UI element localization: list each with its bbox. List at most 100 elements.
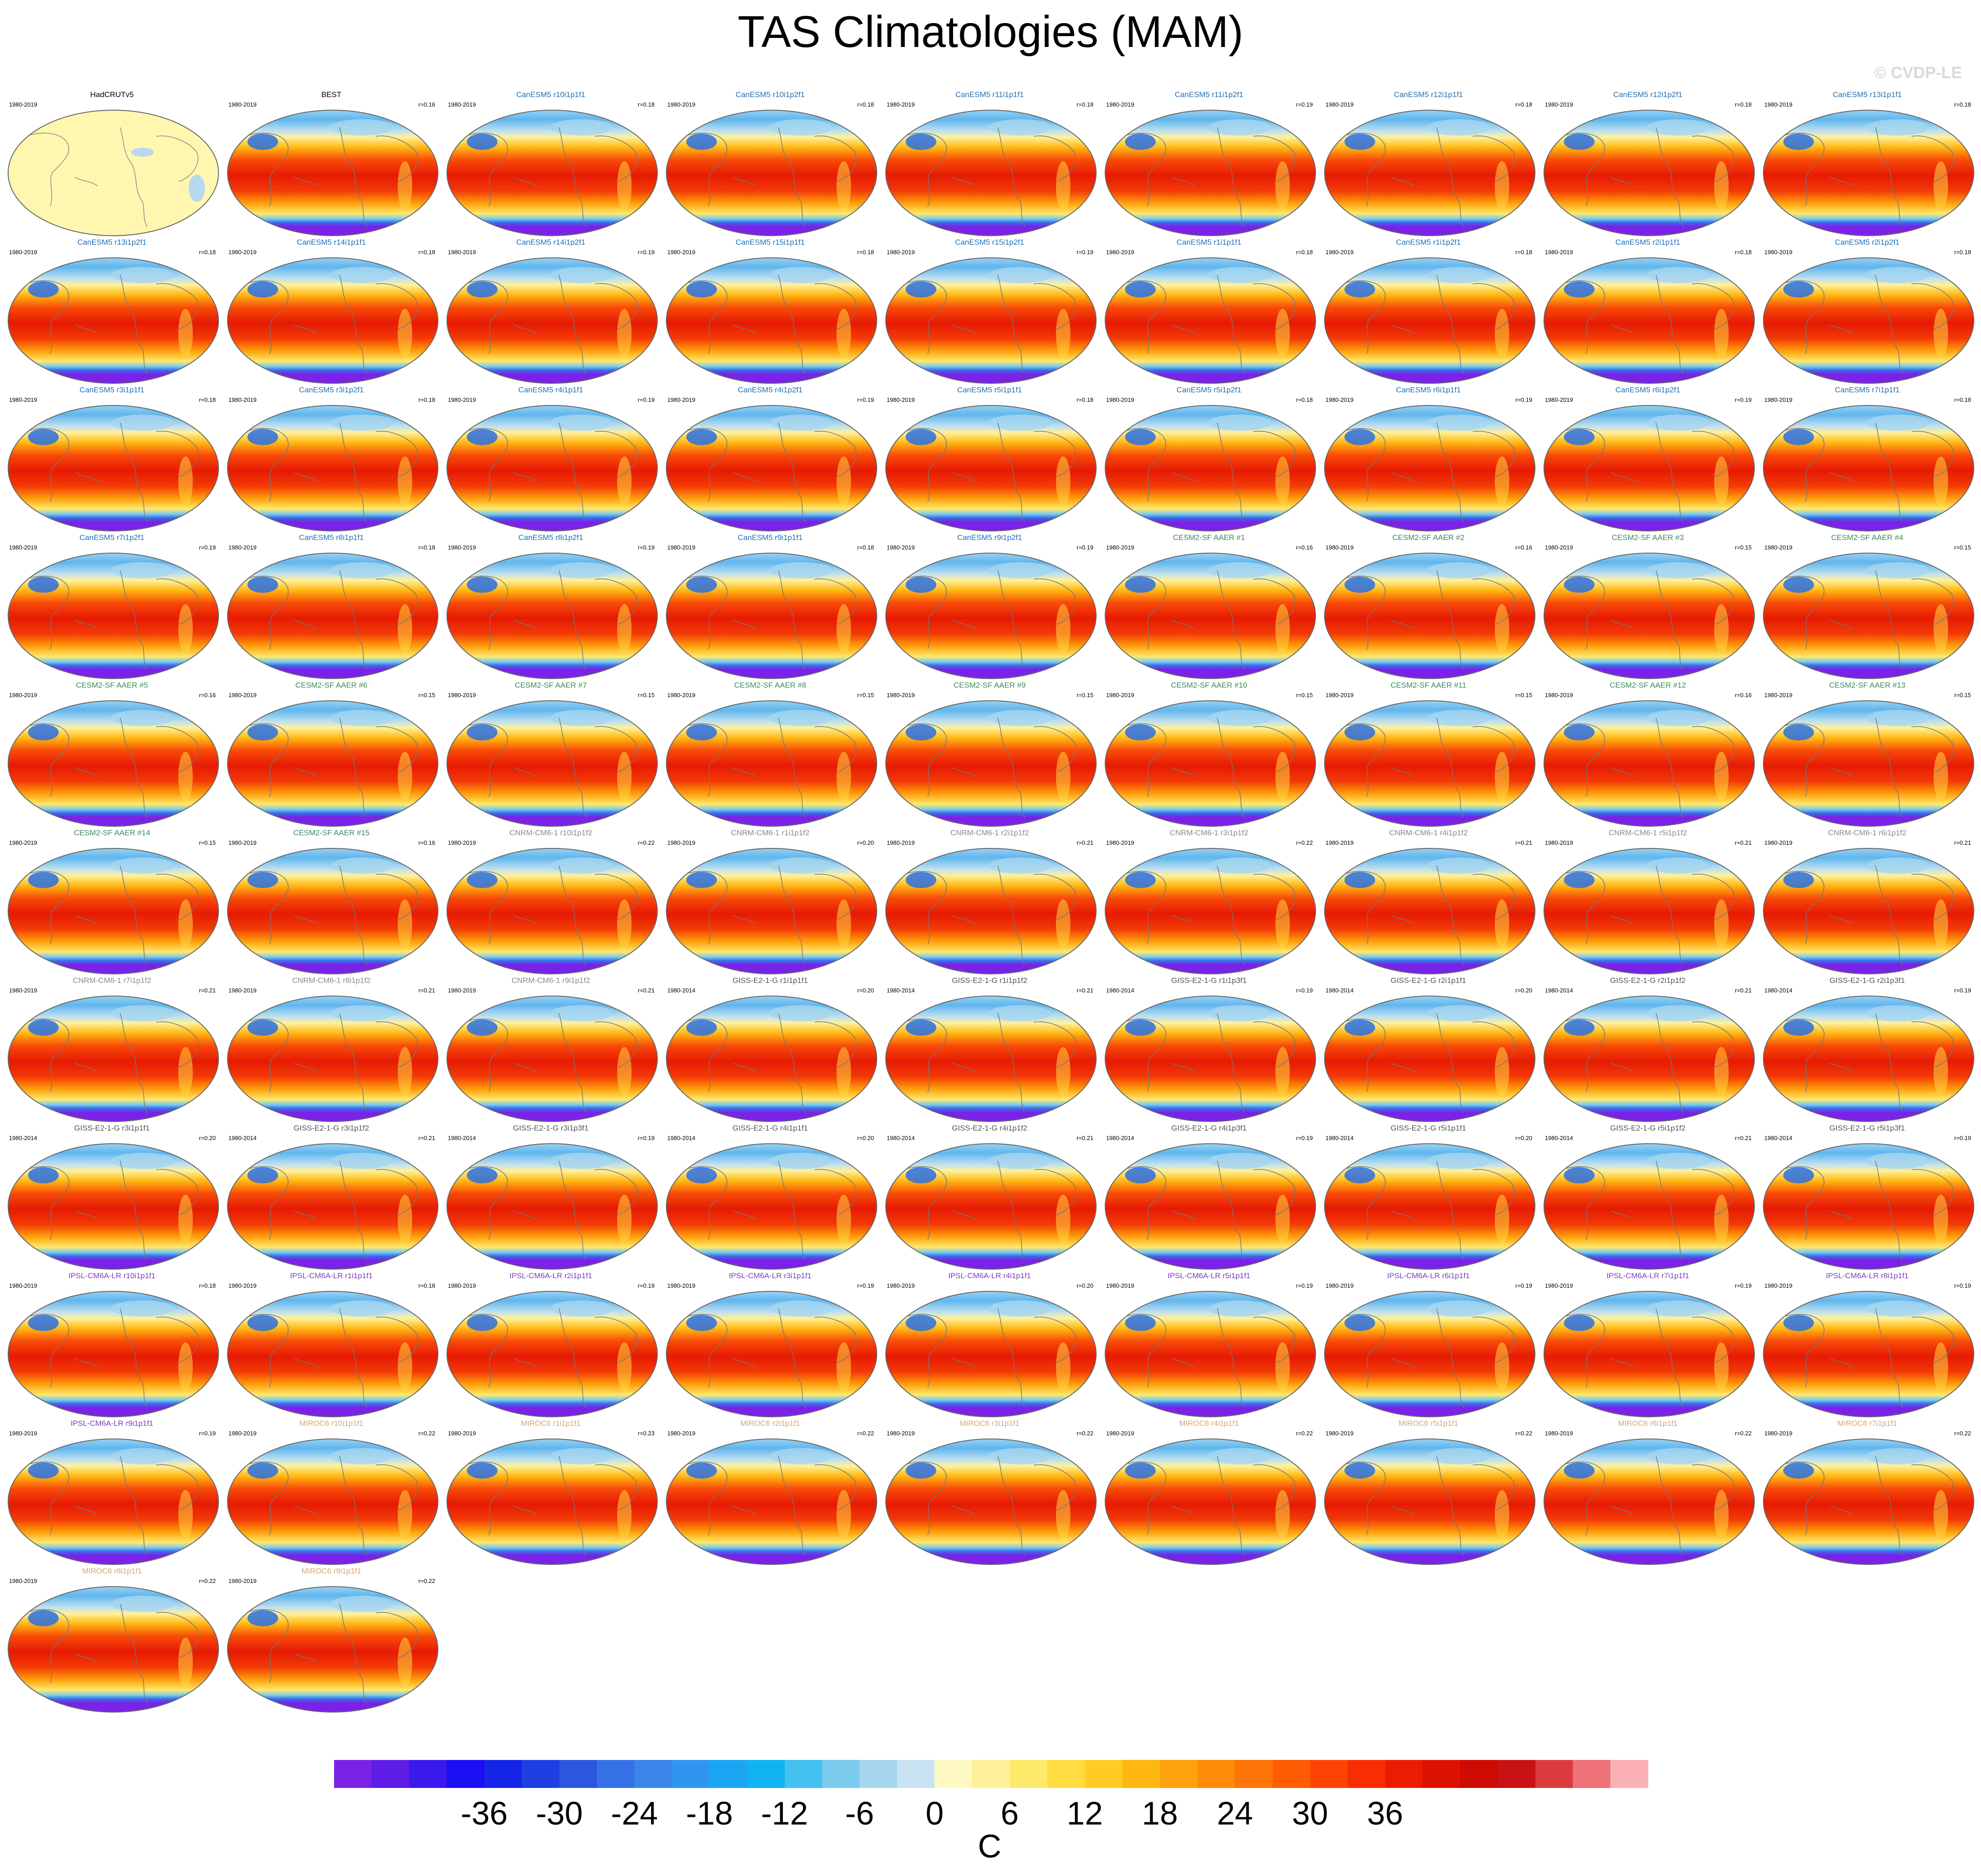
- tas-map: [1544, 405, 1755, 531]
- panel-correlation: r=0.18: [199, 1282, 216, 1289]
- panel-years: 1980-2019: [448, 839, 476, 846]
- map-panel: CESM2-SF AAER #13 1980-2019 r=0.15: [1758, 681, 1976, 830]
- panel-years: 1980-2019: [448, 396, 476, 403]
- tas-map: [1105, 700, 1316, 827]
- tas-map: [227, 405, 438, 531]
- colorbar-box: [747, 1760, 785, 1788]
- panel-title: CanESM5 r13i1p1f1: [1832, 90, 1902, 99]
- panel-correlation: r=0.19: [637, 1135, 655, 1141]
- map-panel: CNRM-CM6-1 r4i1p1f2 1980-2019 r=0.21: [1319, 829, 1538, 978]
- panel-correlation: r=0.21: [1076, 1135, 1093, 1141]
- panel-years: 1980-2014: [1325, 1135, 1354, 1141]
- panel-years: 1980-2014: [9, 1135, 37, 1141]
- map-panel: CESM2-SF AAER #4 1980-2019 r=0.15: [1758, 533, 1976, 682]
- panel-years: 1980-2019: [667, 692, 696, 698]
- map-panel: IPSL-CM6A-LR r9i1p1f1 1980-2019 r=0.19: [3, 1419, 221, 1568]
- map-panel: CanESM5 r15i1p1f1 1980-2019 r=0.18: [661, 238, 879, 387]
- map-panel: CESM2-SF AAER #1 1980-2019 r=0.16: [1100, 533, 1318, 682]
- panel-years: 1980-2019: [1106, 544, 1135, 551]
- map-panel: CNRM-CM6-1 r7i1p1f2 1980-2019 r=0.21: [3, 976, 221, 1125]
- panel-title: CanESM5 r9i1p1f1: [738, 533, 803, 542]
- map-panel: GISS-E2-1-G r5i1p1f2 1980-2014 r=0.21: [1539, 1124, 1757, 1273]
- tas-map: [227, 257, 438, 384]
- panel-years: 1980-2019: [1106, 249, 1135, 256]
- map-panel: MIROC6 r3i1p1f1 1980-2019 r=0.22: [880, 1419, 1099, 1568]
- tas-map: [8, 257, 219, 384]
- panel-years: 1980-2019: [1545, 396, 1573, 403]
- panel-title: CESM2-SF AAER #10: [1171, 681, 1247, 689]
- map-panel: IPSL-CM6A-LR r7i1p1f1 1980-2019 r=0.19: [1539, 1271, 1757, 1420]
- colorbar-box: [1460, 1760, 1498, 1788]
- panel-correlation: r=0.22: [1296, 839, 1313, 846]
- panel-years: 1980-2019: [448, 1282, 476, 1289]
- panel-correlation: r=0.18: [857, 249, 874, 256]
- panel-title: CanESM5 r4i1p1f1: [518, 386, 583, 394]
- panel-title: GISS-E2-1-G r5i1p1f1: [1390, 1124, 1466, 1132]
- map-panel: CESM2-SF AAER #7 1980-2019 r=0.15: [442, 681, 660, 830]
- tas-map: [1324, 996, 1535, 1122]
- panel-correlation: r=0.21: [1735, 1135, 1752, 1141]
- panel-title: CNRM-CM6-1 r3i1p1f2: [1170, 829, 1248, 837]
- panel-years: 1980-2019: [667, 101, 696, 108]
- map-panel: CESM2-SF AAER #2 1980-2019 r=0.16: [1319, 533, 1538, 682]
- tas-map: [1544, 996, 1755, 1122]
- tas-map: [1324, 700, 1535, 827]
- panel-title: GISS-E2-1-G r4i1p1f2: [952, 1124, 1028, 1132]
- panel-grid: HadCRUTv5 1980-2019 BEST 1980-2019 r=0.16 Can…: [3, 90, 1976, 1713]
- colorbar-units: C: [978, 1829, 1001, 1865]
- tas-map: [1105, 405, 1316, 531]
- colorbar-tick-label: 6: [1000, 1796, 1019, 1832]
- panel-years: 1980-2019: [667, 544, 696, 551]
- map-panel: MIROC6 r6i1p1f1 1980-2019 r=0.22: [1539, 1419, 1757, 1568]
- panel-title: GISS-E2-1-G r3i1p3f1: [513, 1124, 589, 1132]
- panel-title: CanESM5 r2i1p1f1: [1615, 238, 1680, 247]
- map-panel: CanESM5 r1i1p1f1 1980-2019 r=0.18: [1100, 238, 1318, 387]
- panel-title: CESM2-SF AAER #15: [293, 829, 370, 837]
- panel-title: IPSL-CM6A-LR r10i1p1f1: [68, 1271, 156, 1280]
- panel-years: 1980-2019: [1325, 839, 1354, 846]
- tas-map: [1544, 110, 1755, 236]
- panel-correlation: r=0.19: [1515, 396, 1532, 403]
- map-panel: GISS-E2-1-G r2i1p1f2 1980-2014 r=0.21: [1539, 976, 1757, 1125]
- tas-map: [446, 1438, 658, 1565]
- map-panel: CanESM5 r13i1p2f1 1980-2019 r=0.18: [3, 238, 221, 387]
- colorbar-box: [372, 1760, 409, 1788]
- panel-years: 1980-2019: [228, 1430, 257, 1437]
- panel-correlation: r=0.16: [1296, 544, 1313, 551]
- tas-map: [1544, 257, 1755, 384]
- panel-years: 1980-2014: [1106, 987, 1135, 994]
- panel-title: CESM2-SF AAER #7: [515, 681, 587, 689]
- panel-years: 1980-2019: [1764, 101, 1793, 108]
- panel-title: MIROC6 r6i1p1f1: [1618, 1419, 1678, 1428]
- panel-title: CanESM5 r3i1p2f1: [299, 386, 364, 394]
- colorbar-box: [1572, 1760, 1611, 1788]
- panel-years: 1980-2019: [667, 249, 696, 256]
- panel-title: MIROC6 r2i1p1f1: [740, 1419, 800, 1428]
- tas-map: [8, 405, 219, 531]
- panel-years: 1980-2019: [9, 1430, 37, 1437]
- panel-correlation: r=0.21: [1076, 987, 1093, 994]
- tas-map: [1324, 848, 1535, 974]
- tas-map: [1324, 553, 1535, 679]
- panel-title: GISS-E2-1-G r1i1p1f1: [732, 976, 808, 985]
- panel-title: CanESM5 r14i1p2f1: [516, 238, 586, 247]
- colorbar: [334, 1760, 1648, 1788]
- colorbar-box: [446, 1760, 485, 1788]
- panel-correlation: r=0.19: [1076, 544, 1093, 551]
- map-panel: GISS-E2-1-G r1i1p1f1 1980-2014 r=0.20: [661, 976, 879, 1125]
- panel-title: CNRM-CM6-1 r2i1p1f2: [950, 829, 1029, 837]
- panel-years: 1980-2019: [9, 692, 37, 698]
- tas-map: [1105, 257, 1316, 384]
- tas-map: [446, 700, 658, 827]
- tas-map: [1324, 110, 1535, 236]
- panel-title: CanESM5 r1i1p1f1: [1177, 238, 1242, 247]
- panel-title: CNRM-CM6-1 r8i1p1f2: [292, 976, 371, 985]
- panel-years: 1980-2014: [1106, 1135, 1135, 1141]
- colorbar-box: [897, 1760, 935, 1788]
- map-panel: CESM2-SF AAER #5 1980-2019 r=0.16: [3, 681, 221, 830]
- tas-map: [1105, 996, 1316, 1122]
- panel-years: 1980-2019: [887, 1430, 915, 1437]
- panel-correlation: r=0.19: [857, 396, 874, 403]
- map-panel: MIROC6 r4i1p1f1 1980-2019 r=0.22: [1100, 1419, 1318, 1568]
- panel-years: 1980-2014: [887, 1135, 915, 1141]
